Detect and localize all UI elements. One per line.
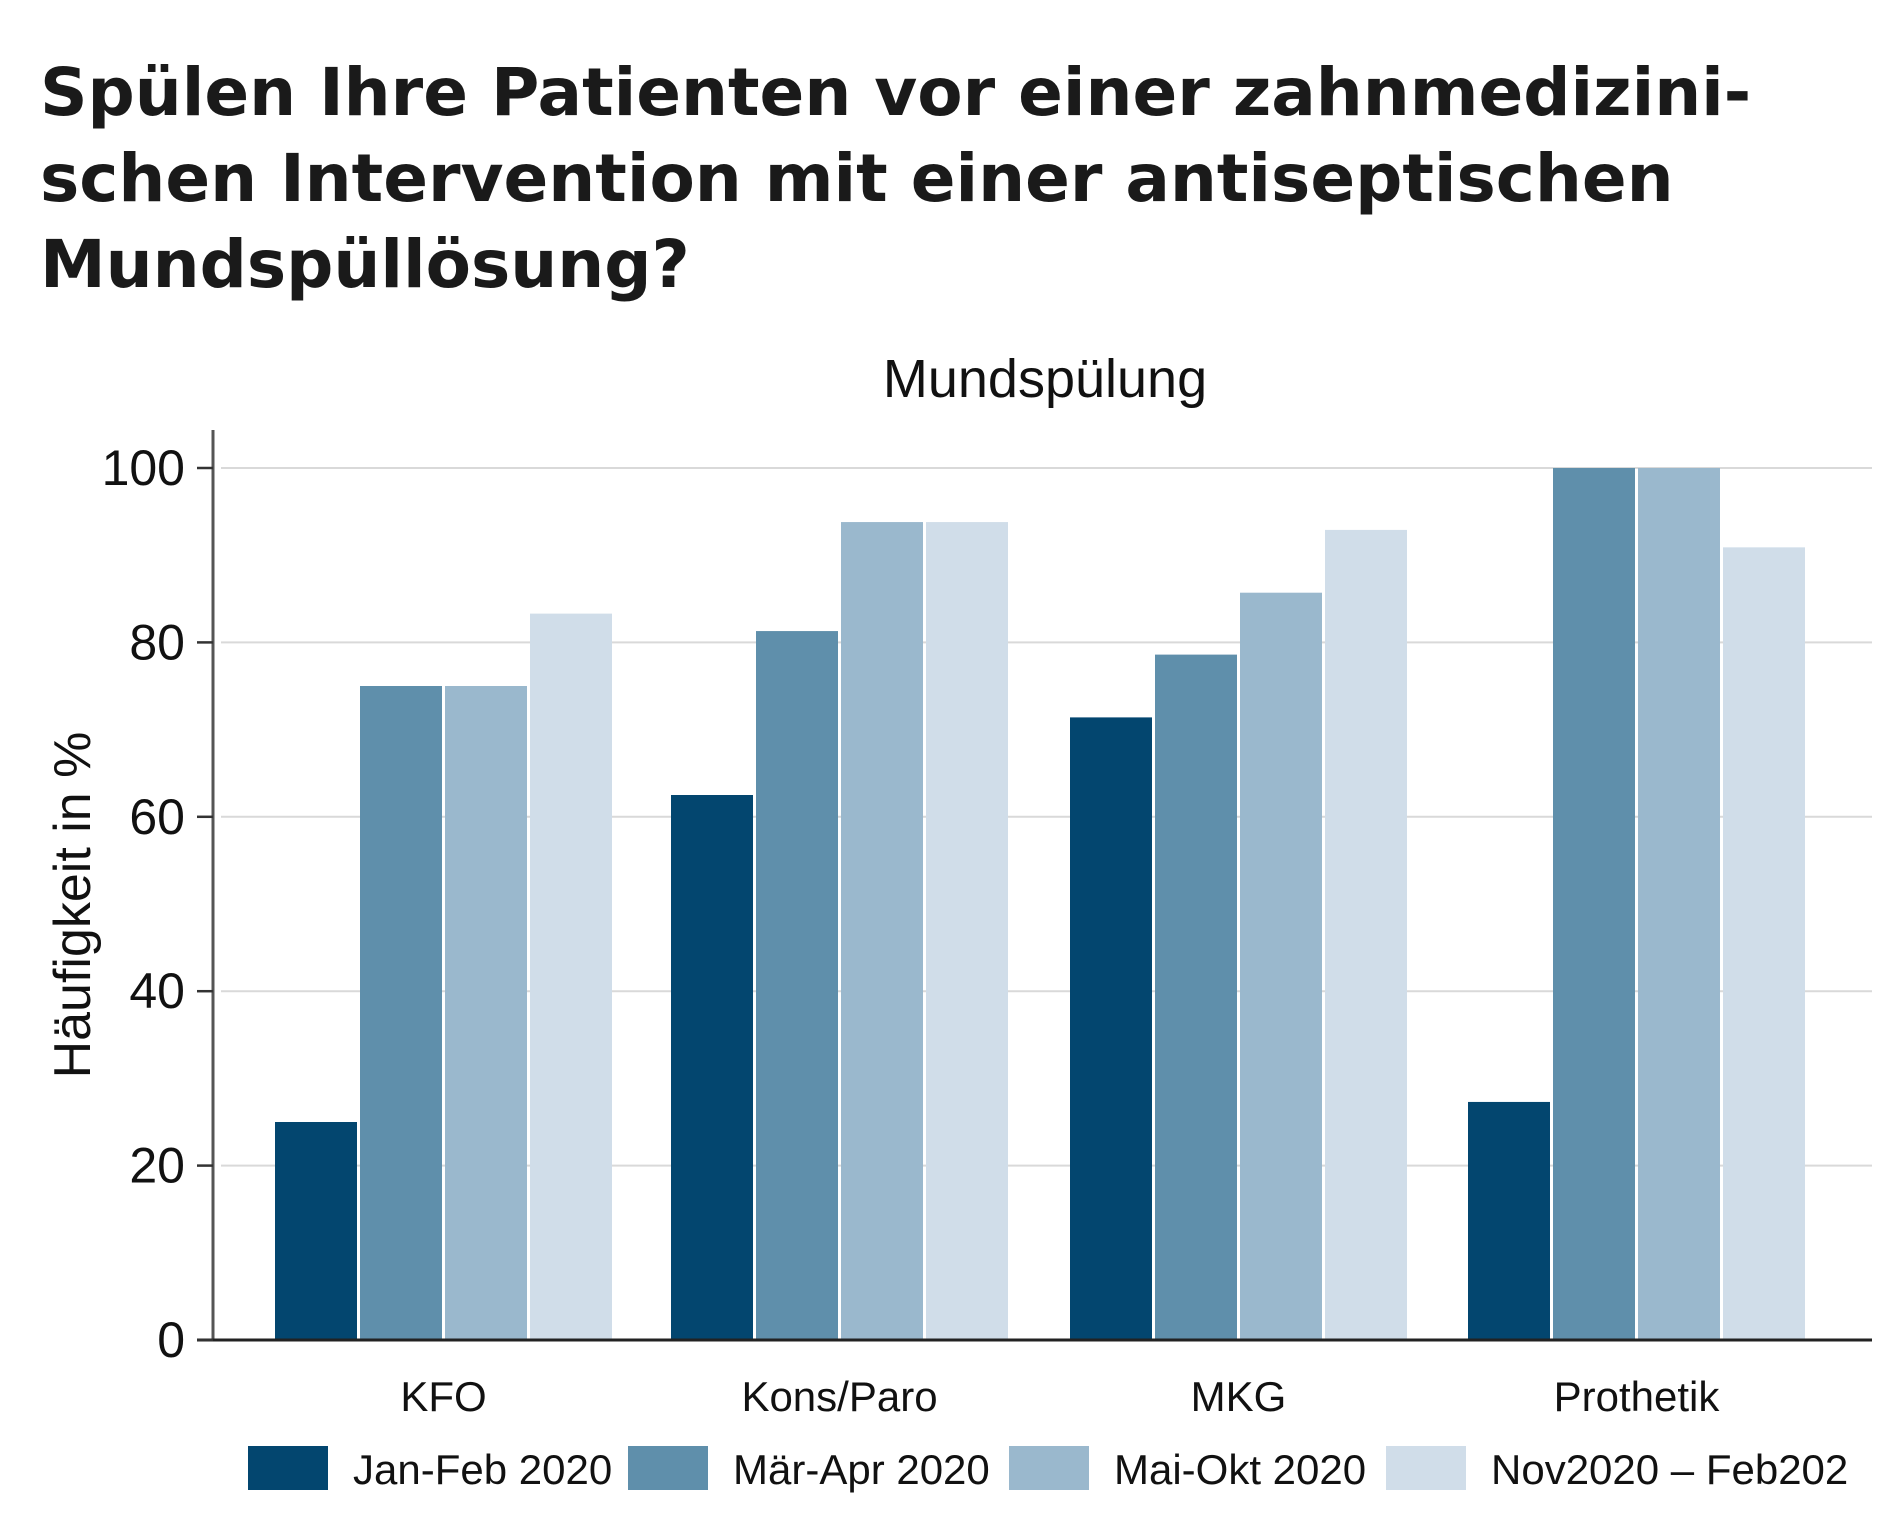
headline-line-1: Spülen Ihre Patienten vor einer zahnmedi… (40, 54, 1752, 131)
x-tick-label: Kons/Paro (741, 1373, 937, 1420)
y-tick-label: 20 (129, 1138, 185, 1194)
legend-swatch (1386, 1446, 1466, 1490)
y-axis-label: Häufigkeit in % (44, 732, 102, 1079)
headline-line-2: schen Intervention mit einer antiseptisc… (40, 140, 1674, 217)
headline-line-3: Mundspüllösung? (40, 226, 690, 303)
y-tick-label: 60 (129, 789, 185, 845)
y-tick-label: 100 (102, 440, 185, 496)
legend-swatch (248, 1446, 328, 1490)
bar (1070, 717, 1152, 1340)
bar (1155, 654, 1237, 1340)
bar (671, 795, 753, 1340)
bar (1240, 592, 1322, 1340)
y-tick-label: 40 (129, 963, 185, 1019)
legend-swatch (1009, 1446, 1089, 1490)
bar (1325, 529, 1407, 1340)
bar (841, 522, 923, 1340)
bar (1723, 547, 1805, 1340)
bar (445, 686, 527, 1340)
legend-swatch (628, 1446, 708, 1490)
x-tick-label: Prothetik (1554, 1373, 1721, 1420)
bar (530, 613, 612, 1340)
bar (1553, 468, 1635, 1340)
legend-label: Mär-Apr 2020 (733, 1446, 990, 1493)
y-tick-label: 80 (129, 614, 185, 670)
bar (926, 522, 1008, 1340)
x-tick-label: MKG (1191, 1373, 1287, 1420)
bar (275, 1122, 357, 1340)
bar (1468, 1101, 1550, 1340)
bar (1638, 468, 1720, 1340)
y-tick-label: 0 (157, 1312, 185, 1368)
chart-title: Mundspülung (883, 349, 1207, 409)
x-tick-label: KFO (400, 1373, 486, 1420)
chart-headline: Spülen Ihre Patienten vor einer zahnmedi… (40, 50, 1840, 308)
legend-label: Jan-Feb 2020 (353, 1446, 612, 1493)
bar (360, 686, 442, 1340)
bar (756, 631, 838, 1340)
legend-label: Mai-Okt 2020 (1114, 1446, 1366, 1493)
legend-label: Nov2020 – Feb202 (1491, 1446, 1848, 1493)
